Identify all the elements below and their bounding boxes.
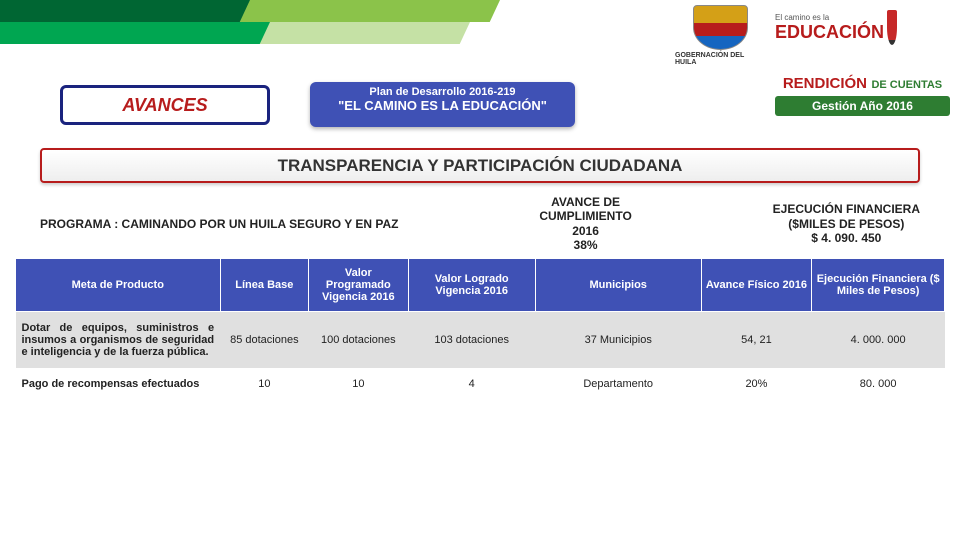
avance-l2: CUMPLIMIENTO — [539, 209, 631, 223]
table-header-row: Meta de Producto Línea Base Valor Progra… — [16, 259, 945, 312]
data-table: Meta de Producto Línea Base Valor Progra… — [15, 258, 945, 400]
educacion-logo: El camino es la EDUCACIÓN — [775, 5, 950, 50]
th-base: Línea Base — [220, 259, 308, 312]
rendicion-box: RENDICIÓN DE CUENTAS Gestión Año 2016 — [775, 75, 950, 116]
avance-l1: AVANCE DE — [539, 195, 631, 209]
rendicion-sub: DE CUENTAS — [871, 79, 942, 91]
th-fis: Avance Físico 2016 — [701, 259, 812, 312]
info-row: PROGRAMA : CAMINANDO POR UN HUILA SEGURO… — [40, 195, 920, 253]
cell-muni: Departamento — [535, 368, 701, 400]
edu-pretitle: El camino es la — [775, 13, 884, 22]
cell-logr: 4 — [408, 368, 535, 400]
cell-base: 10 — [220, 368, 308, 400]
ejec-l2: ($MILES DE PESOS) — [773, 217, 920, 231]
cell-prog: 10 — [309, 368, 409, 400]
shield-icon — [693, 5, 748, 50]
gobernacion-emblem: GOBERNACIÓN DEL HUILA — [675, 5, 765, 70]
edu-title: EDUCACIÓN — [775, 22, 884, 42]
cell-base: 85 dotaciones — [220, 312, 308, 369]
header-logos: GOBERNACIÓN DEL HUILA El camino es la ED… — [675, 5, 950, 70]
plan-desarrollo-box: Plan de Desarrollo 2016-219 "EL CAMINO E… — [310, 82, 575, 127]
cell-muni: 37 Municipios — [535, 312, 701, 369]
cell-prog: 100 dotaciones — [309, 312, 409, 369]
avance-l3: 2016 — [539, 224, 631, 238]
table-row: Pago de recompensas efectuados 10 10 4 D… — [16, 368, 945, 400]
avance-cumplimiento: AVANCE DE CUMPLIMIENTO 2016 38% — [539, 195, 631, 253]
programa-label: PROGRAMA : CAMINANDO POR UN HUILA SEGURO… — [40, 217, 398, 231]
rendicion-title: RENDICIÓN — [783, 75, 867, 92]
th-meta: Meta de Producto — [16, 259, 221, 312]
cell-fis: 20% — [701, 368, 812, 400]
rendicion-year: Gestión Año 2016 — [775, 96, 950, 116]
main-title: TRANSPARENCIA Y PARTICIPACIÓN CIUDADANA — [278, 156, 683, 176]
table-row: Dotar de equipos, suministros e insumos … — [16, 312, 945, 369]
th-logr: Valor Logrado Vigencia 2016 — [408, 259, 535, 312]
avances-badge: AVANCES — [60, 85, 270, 125]
emblem-caption: GOBERNACIÓN DEL HUILA — [675, 52, 765, 66]
pencil-icon — [887, 10, 897, 45]
ejec-l3: $ 4. 090. 450 — [773, 231, 920, 245]
avances-label: AVANCES — [122, 95, 207, 116]
ejecucion-financiera: EJECUCIÓN FINANCIERA ($MILES DE PESOS) $… — [773, 202, 920, 245]
th-fin: Ejecución Financiera ($ Miles de Pesos) — [812, 259, 945, 312]
th-muni: Municipios — [535, 259, 701, 312]
th-prog: Valor Programado Vigencia 2016 — [309, 259, 409, 312]
cell-fis: 54, 21 — [701, 312, 812, 369]
cell-fin: 4. 000. 000 — [812, 312, 945, 369]
plan-line2: "EL CAMINO ES LA EDUCACIÓN" — [314, 98, 571, 113]
cell-meta: Pago de recompensas efectuados — [16, 368, 221, 400]
ejec-l1: EJECUCIÓN FINANCIERA — [773, 202, 920, 216]
plan-line1: Plan de Desarrollo 2016-219 — [314, 86, 571, 98]
cell-meta: Dotar de equipos, suministros e insumos … — [16, 312, 221, 369]
avance-l4: 38% — [539, 238, 631, 252]
cell-fin: 80. 000 — [812, 368, 945, 400]
cell-logr: 103 dotaciones — [408, 312, 535, 369]
main-title-box: TRANSPARENCIA Y PARTICIPACIÓN CIUDADANA — [40, 148, 920, 183]
